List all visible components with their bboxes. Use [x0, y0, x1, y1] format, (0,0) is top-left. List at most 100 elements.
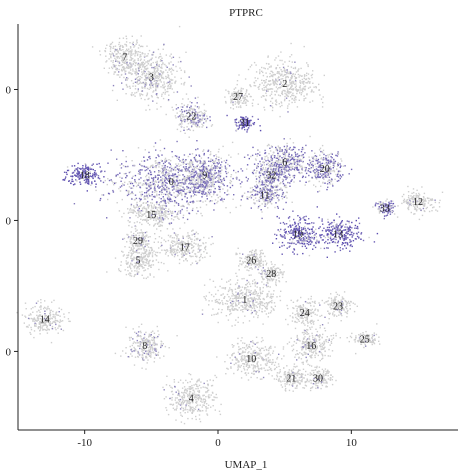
cell-point — [138, 268, 140, 270]
cell-point — [410, 211, 412, 214]
cell-point — [167, 75, 170, 77]
cell-point — [166, 66, 168, 68]
cell-point — [150, 83, 153, 86]
cell-point — [195, 401, 197, 404]
cell-point — [230, 304, 233, 307]
cell-point — [247, 352, 249, 354]
cell-point — [122, 57, 125, 59]
cell-point — [275, 83, 277, 85]
cell-point — [183, 82, 185, 85]
cell-point — [198, 154, 200, 156]
cell-point — [194, 395, 196, 397]
cell-point — [126, 194, 129, 197]
cell-point — [199, 174, 201, 176]
cell-point — [234, 283, 237, 286]
cell-point — [291, 149, 293, 151]
cell-point — [219, 413, 222, 416]
cell-point — [106, 271, 108, 273]
cell-point — [187, 203, 189, 205]
cell-point — [291, 81, 293, 83]
cell-point — [232, 294, 235, 296]
cell-point — [334, 236, 336, 238]
cell-point — [432, 206, 434, 209]
cell-point — [165, 181, 167, 184]
cell-point — [139, 330, 142, 332]
cell-point — [194, 408, 197, 410]
cell-point — [167, 186, 169, 189]
cell-point — [129, 192, 132, 195]
cell-point — [124, 269, 126, 271]
cell-point — [187, 388, 189, 390]
cell-point — [180, 182, 182, 184]
cell-point — [141, 87, 143, 89]
cell-point — [125, 166, 128, 168]
cell-point — [201, 170, 204, 173]
cell-point — [221, 181, 223, 184]
cell-point — [193, 410, 195, 412]
cell-point — [185, 163, 187, 165]
cell-point — [117, 52, 119, 54]
cell-point — [276, 184, 279, 187]
cell-point — [238, 353, 241, 355]
cell-point — [163, 181, 165, 183]
cell-point — [240, 199, 242, 201]
cell-point — [177, 191, 179, 193]
cell-point — [299, 158, 301, 160]
cell-point — [419, 199, 422, 201]
cell-point — [245, 284, 247, 286]
cell-point — [146, 259, 148, 261]
cell-point — [99, 197, 102, 200]
cell-point — [184, 400, 186, 402]
cell-point — [254, 189, 256, 192]
cell-point — [256, 370, 258, 372]
cell-point — [327, 247, 329, 249]
cell-point — [234, 288, 237, 290]
cell-point — [123, 76, 125, 79]
cell-point — [146, 346, 148, 348]
cell-point — [133, 346, 135, 349]
cell-point — [285, 93, 288, 95]
cell-point — [219, 195, 221, 198]
cell-point — [279, 95, 281, 97]
cell-point — [151, 177, 153, 179]
cell-point — [261, 292, 263, 295]
cell-point — [214, 374, 216, 377]
cell-point — [289, 138, 291, 140]
cell-point — [192, 165, 195, 168]
cell-point — [268, 197, 271, 200]
cell-point — [285, 159, 287, 162]
cell-point — [336, 213, 338, 215]
cell-point — [139, 199, 142, 201]
cell-point — [278, 170, 281, 172]
cell-point — [146, 166, 149, 168]
cluster-13-points — [307, 206, 379, 258]
cell-point — [265, 360, 268, 362]
cell-point — [240, 186, 242, 188]
cell-point — [195, 194, 198, 196]
cell-point — [327, 233, 329, 235]
cell-point — [245, 304, 248, 306]
cell-point — [269, 190, 272, 192]
cell-point — [284, 172, 286, 174]
cell-point — [189, 164, 191, 166]
cell-point — [137, 256, 139, 258]
cell-point — [299, 74, 301, 77]
cell-point — [259, 163, 262, 165]
cell-point — [248, 351, 250, 353]
cell-point — [257, 205, 260, 208]
cell-point — [116, 50, 119, 52]
cell-point — [179, 404, 182, 406]
cell-point — [190, 85, 192, 87]
cell-point — [312, 70, 314, 72]
cell-point — [301, 88, 303, 90]
cell-point — [168, 180, 171, 183]
cell-point — [211, 300, 213, 302]
cell-point — [213, 399, 215, 401]
cell-point — [171, 387, 173, 389]
cell-point — [218, 162, 220, 164]
cell-point — [292, 165, 294, 168]
cell-point — [269, 164, 271, 166]
cell-point — [253, 298, 255, 300]
cell-point — [405, 201, 408, 204]
cell-point — [256, 200, 258, 202]
